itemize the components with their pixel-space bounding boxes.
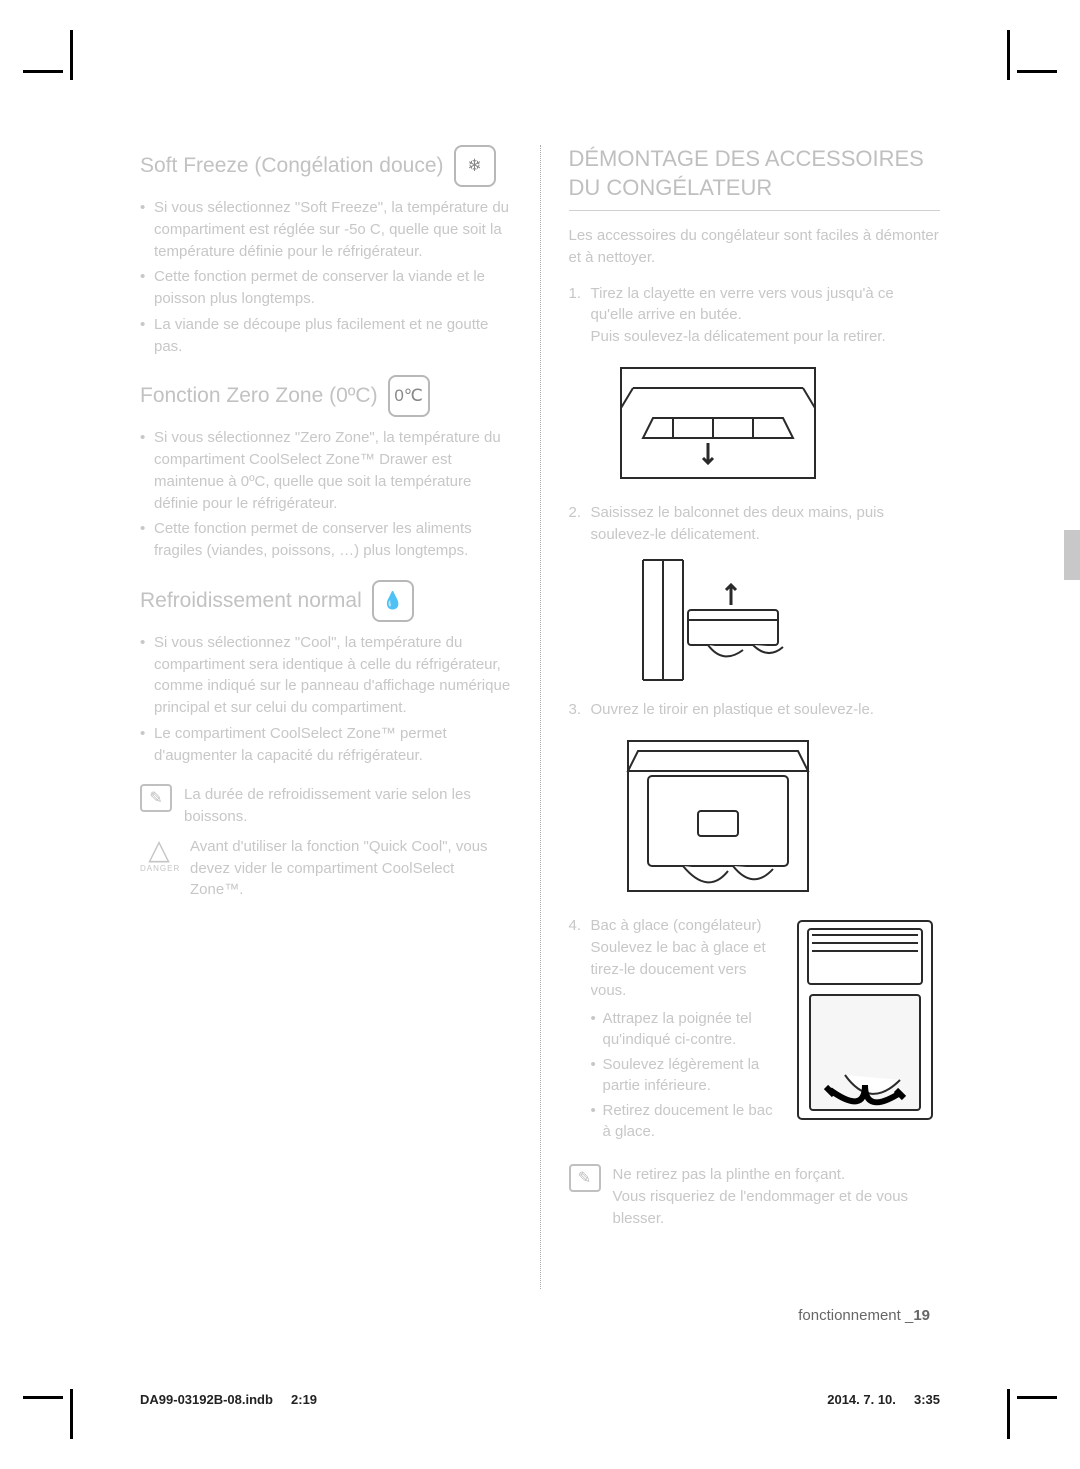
sub-bullet: Attrapez la poignée tel qu'indiqué ci-co…: [591, 1008, 941, 1050]
page-footer-section: fonctionnement _19: [798, 1307, 930, 1324]
bullet: La viande se découpe plus facilement et …: [140, 314, 512, 358]
page-content: Soft Freeze (Congélation douce) ❄ Si vou…: [140, 145, 940, 1289]
sub-bullet: Retirez doucement le bac à glace.: [591, 1100, 941, 1142]
illustration-drawer: [613, 731, 823, 901]
cool-list: Si vous sélectionnez "Cool", la températ…: [140, 632, 512, 767]
cool-danger: Avant d'utiliser la fonction "Quick Cool…: [190, 836, 512, 901]
zero-zone-list: Si vous sélectionnez "Zero Zone", la tem…: [140, 427, 512, 562]
bullet: Cette fonction permet de conserver les a…: [140, 518, 512, 562]
footer-time: 3:35: [914, 1392, 940, 1407]
step-2: 2. Saisissez le balconnet des deux mains…: [569, 502, 941, 686]
column-divider: [540, 145, 541, 1289]
left-column: Soft Freeze (Congélation douce) ❄ Si vou…: [140, 145, 512, 1289]
bullet: Cette fonction permet de conserver la vi…: [140, 266, 512, 310]
footer-file: DA99-03192B-08.indb: [140, 1392, 273, 1407]
soft-freeze-list: Si vous sélectionnez "Soft Freeze", la t…: [140, 197, 512, 357]
note-icon: ✎: [140, 784, 172, 812]
cool-icon: 💧: [372, 580, 414, 622]
soft-freeze-heading: Soft Freeze (Congélation douce): [140, 153, 444, 179]
footer-filepage: 2:19: [291, 1392, 317, 1407]
illustration-door-bin: [613, 555, 823, 685]
note-icon: ✎: [569, 1164, 601, 1192]
zero-zone-icon: 0℃: [388, 375, 430, 417]
right-column: DÉMONTAGE DES ACCESSOIRES DU CONGÉLATEUR…: [569, 145, 941, 1289]
sub-bullet: Soulevez légèrement la partie inférieure…: [591, 1054, 941, 1096]
footer-date: 2014. 7. 10.: [827, 1392, 896, 1407]
bullet: Si vous sélectionnez "Soft Freeze", la t…: [140, 197, 512, 262]
cool-heading: Refroidissement normal: [140, 588, 362, 614]
bullet: Si vous sélectionnez "Zero Zone", la tem…: [140, 427, 512, 514]
print-footer: DA99-03192B-08.indb 2:19 2014. 7. 10. 3:…: [140, 1392, 940, 1407]
danger-icon: △ DANGER: [140, 836, 178, 873]
side-tab: [1064, 530, 1080, 580]
right-intro: Les accessoires du congélateur sont faci…: [569, 225, 941, 269]
zero-zone-heading: Fonction Zero Zone (0ºC): [140, 383, 378, 409]
step-1: 1. Tirez la clayette en verre vers vous …: [569, 283, 941, 488]
right-title: DÉMONTAGE DES ACCESSOIRES DU CONGÉLATEUR: [569, 145, 941, 211]
warn-text: Ne retirez pas la plinthe en forçant. Vo…: [613, 1164, 941, 1229]
bullet: Si vous sélectionnez "Cool", la températ…: [140, 632, 512, 719]
cool-note: La durée de refroidissement varie selon …: [184, 784, 512, 828]
step-3: 3. Ouvrez le tiroir en plastique et soul…: [569, 699, 941, 901]
steps-list: 1. Tirez la clayette en verre vers vous …: [569, 283, 941, 1147]
illustration-shelf: [613, 358, 823, 488]
soft-freeze-icon: ❄: [454, 145, 496, 187]
step-4: 4. Bac à glace (congélateur): [569, 915, 941, 1146]
bullet: Le compartiment CoolSelect Zone™ permet …: [140, 723, 512, 767]
